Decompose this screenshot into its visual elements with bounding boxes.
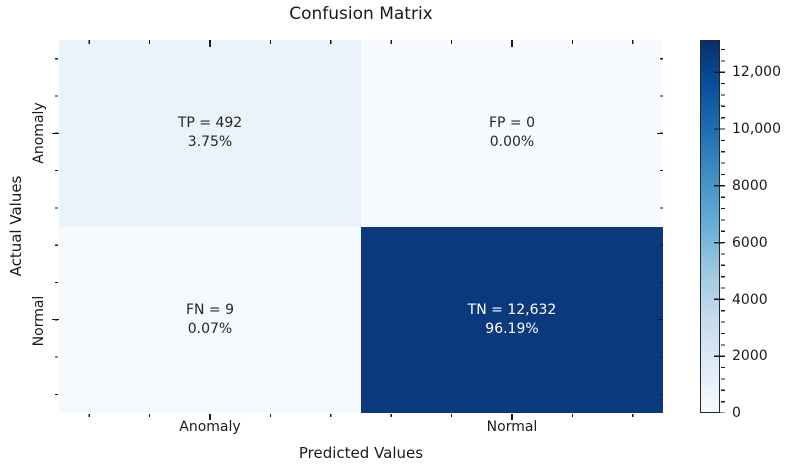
y-major-tick-anomaly-left bbox=[52, 132, 59, 134]
heatmap-plot: TP = 492 3.75% FP = 0 0.00% FN = 9 0.07%… bbox=[59, 40, 663, 413]
y-tick-label-normal: Normal bbox=[31, 295, 47, 347]
colorbar-major-ticks bbox=[714, 40, 724, 413]
cell-true-positive: TP = 492 3.75% bbox=[59, 40, 361, 227]
y-axis-title: Actual Values bbox=[7, 175, 25, 277]
x-axis-minor-ticks-top bbox=[59, 40, 663, 44]
cell-fn-label: FN = 9 bbox=[185, 301, 235, 318]
colorbar-label-4000: 4000 bbox=[732, 292, 768, 308]
colorbar-label-0: 0 bbox=[732, 405, 741, 421]
colorbar-label-8000: 8000 bbox=[732, 178, 768, 194]
y-axis-minor-ticks-left bbox=[54, 40, 58, 413]
y-major-tick-normal-right bbox=[656, 319, 663, 321]
x-major-tick-anomaly-top bbox=[209, 40, 211, 47]
cell-fp-label: FP = 0 bbox=[488, 115, 536, 132]
colorbar-label-2000: 2000 bbox=[732, 348, 768, 364]
cell-true-negative: TN = 12,632 96.19% bbox=[361, 226, 663, 413]
x-major-tick-anomaly-bottom bbox=[209, 413, 211, 420]
x-axis-minor-ticks-bottom bbox=[59, 413, 663, 417]
colorbar-label-12000: 12,000 bbox=[732, 64, 781, 80]
x-major-tick-normal-top bbox=[511, 40, 513, 47]
cell-tn-label: TN = 12,632 bbox=[467, 301, 557, 318]
cell-false-negative: FN = 9 0.07% bbox=[59, 226, 361, 413]
colorbar-label-10000: 10,000 bbox=[732, 121, 781, 137]
y-tick-label-anomaly: Anomaly bbox=[31, 102, 47, 164]
cell-tp-label: TP = 492 bbox=[177, 115, 243, 132]
cell-fp-percent: 0.00% bbox=[489, 134, 535, 151]
x-major-tick-normal-bottom bbox=[511, 413, 513, 420]
colorbar-label-6000: 6000 bbox=[732, 235, 768, 251]
chart-title: Confusion Matrix bbox=[289, 4, 433, 24]
x-tick-label-anomaly: Anomaly bbox=[179, 419, 241, 435]
x-axis-title: Predicted Values bbox=[298, 444, 424, 462]
cell-false-positive: FP = 0 0.00% bbox=[361, 40, 663, 227]
cell-tn-percent: 96.19% bbox=[485, 320, 539, 337]
cell-tp-percent: 3.75% bbox=[187, 134, 233, 151]
y-major-tick-anomaly-right bbox=[656, 132, 663, 134]
y-axis-minor-ticks-right bbox=[659, 40, 663, 413]
x-tick-label-normal: Normal bbox=[486, 419, 538, 435]
y-major-tick-normal-left bbox=[52, 319, 59, 321]
cell-fn-percent: 0.07% bbox=[187, 320, 233, 337]
